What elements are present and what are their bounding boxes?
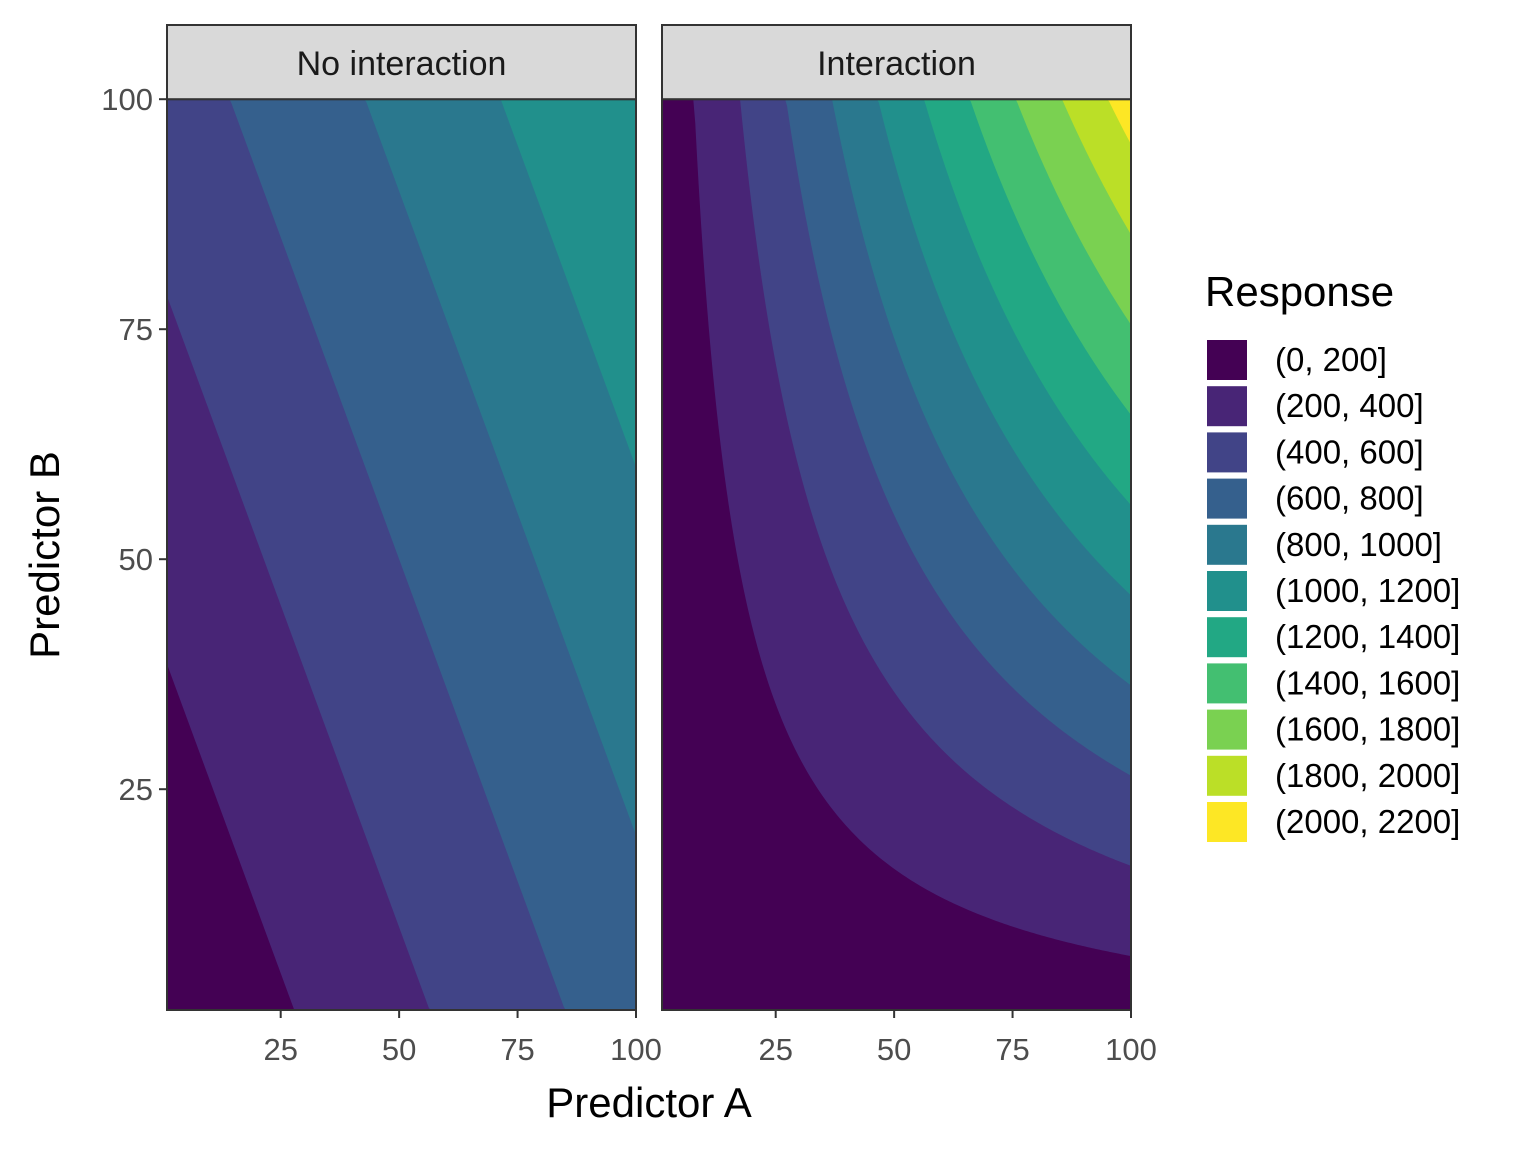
y-tick-label: 100 (101, 82, 153, 117)
legend-key (1207, 340, 1247, 380)
legend-label: (1600, 1800] (1275, 711, 1460, 748)
legend-label: (1400, 1600] (1275, 664, 1460, 701)
facet-strip-label: No interaction (297, 45, 507, 83)
contour-band (167, 99, 636, 836)
y-tick-label: 50 (119, 542, 153, 577)
legend-key (1207, 663, 1247, 704)
facet-strip (166, 24, 637, 101)
x-tick-label: 100 (610, 1032, 662, 1067)
x-tick-label: 100 (1105, 1032, 1157, 1067)
legend-label: (600, 800] (1275, 480, 1424, 517)
legend-key (1207, 709, 1247, 750)
legend-label: (800, 1000] (1275, 526, 1442, 563)
contour-band (662, 99, 1131, 415)
legend-key (1207, 478, 1247, 519)
x-axis-title: Predictor A (546, 1079, 751, 1126)
y-tick-label: 75 (119, 312, 153, 347)
contour-band (167, 99, 636, 468)
legend-label: (1200, 1400] (1275, 618, 1460, 655)
panel-2: Interaction (661, 24, 1132, 1011)
legend-title: Response (1205, 268, 1394, 315)
legend-label: (1800, 2000] (1275, 757, 1460, 794)
panel-1: No interaction (166, 24, 637, 1011)
legend-label: (0, 200] (1275, 341, 1387, 378)
legend-label: (1000, 1200] (1275, 572, 1460, 609)
legend-key (1207, 755, 1247, 796)
legend-key (1207, 524, 1247, 565)
legend-label: (200, 400] (1275, 387, 1424, 424)
legend-key (1207, 802, 1247, 842)
legend-label: (2000, 2200] (1275, 803, 1460, 840)
y-tick-label: 25 (119, 772, 153, 807)
legend: Response (0, 200] (200, 400] (400, 600] (60… (1205, 268, 1460, 842)
facet-strip-label: Interaction (817, 45, 976, 83)
x-tick-label: 50 (877, 1032, 911, 1067)
legend-key (1207, 617, 1247, 658)
legend-key (1207, 432, 1247, 473)
x-tick-label: 25 (263, 1032, 297, 1067)
legend-key (1207, 571, 1247, 611)
x-tick-label: 50 (382, 1032, 416, 1067)
x-tick-label: 75 (995, 1032, 1029, 1067)
facet-strip (661, 24, 1132, 101)
x-tick-label: 75 (500, 1032, 534, 1067)
legend-key (1207, 386, 1247, 427)
contour-band (662, 99, 1131, 235)
x-tick-label: 25 (758, 1032, 792, 1067)
y-axis-title: Predictor B (21, 451, 68, 659)
legend-label: (400, 600] (1275, 433, 1424, 470)
